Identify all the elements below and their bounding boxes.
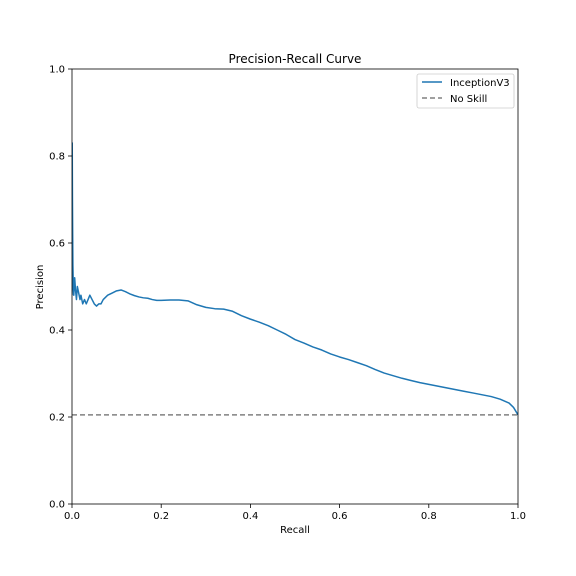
y-axis-ticks: 0.0 0.2 0.4 0.6 0.8 1.0	[49, 65, 72, 511]
y-tick-label: 0.6	[49, 239, 65, 250]
x-tick-label: 0.0	[64, 511, 80, 522]
x-tick-label: 1.0	[510, 511, 526, 522]
y-tick-label: 0.0	[49, 500, 65, 511]
x-tick-label: 0.6	[332, 511, 348, 522]
plot-frame	[71, 68, 519, 505]
x-axis-label: Recall	[280, 525, 310, 536]
y-tick-label: 0.4	[49, 326, 65, 337]
legend-label-inceptionv3: InceptionV3	[450, 78, 510, 89]
legend-label-no-skill: No Skill	[450, 94, 487, 105]
y-tick-label: 1.0	[49, 65, 65, 76]
legend: InceptionV3 No Skill	[416, 73, 515, 109]
y-tick-label: 0.2	[49, 413, 65, 424]
x-tick-label: 0.4	[242, 511, 258, 522]
chart-title: Precision-Recall Curve	[229, 52, 362, 66]
y-tick-label: 0.8	[49, 152, 65, 163]
x-tick-label: 0.8	[421, 511, 437, 522]
y-axis-label: Precision	[35, 265, 46, 310]
series-layer	[72, 142, 518, 416]
x-axis-ticks: 0.0 0.2 0.4 0.6 0.8 1.0	[64, 504, 526, 522]
series-line-inceptionv3	[72, 142, 518, 416]
x-tick-label: 0.2	[153, 511, 169, 522]
